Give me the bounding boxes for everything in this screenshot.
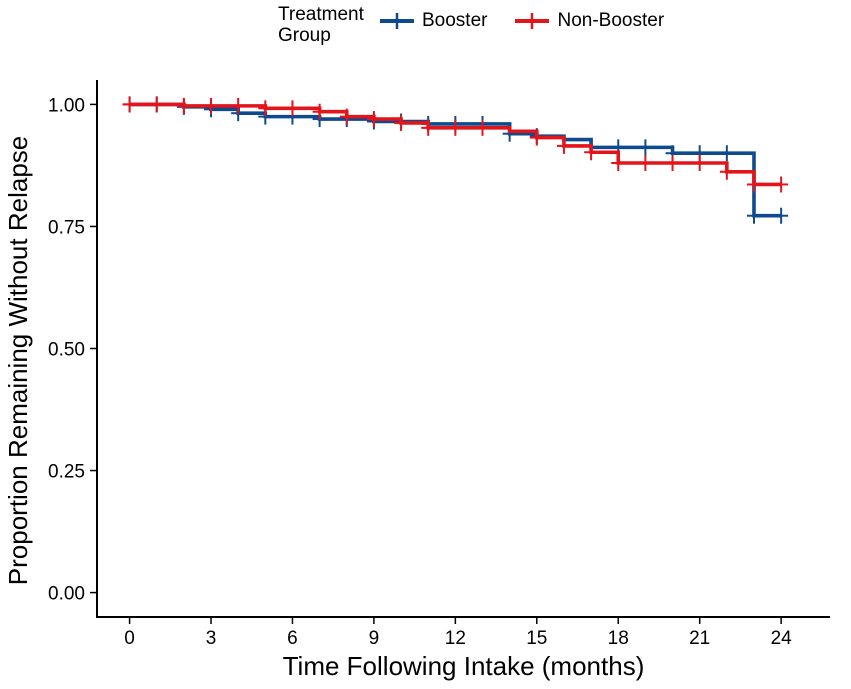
y-tick-label: 0.75 — [48, 217, 85, 238]
legend-title-line2: Group — [278, 25, 331, 46]
x-tick-label: 18 — [608, 628, 629, 649]
y-tick-label: 0.00 — [48, 584, 85, 605]
legend-item-booster: Booster — [378, 9, 487, 33]
x-tick-label: 12 — [445, 628, 466, 649]
x-tick-label: 15 — [526, 628, 547, 649]
legend-title: Treatment Group — [278, 4, 378, 46]
y-axis-title: Proportion Remaining Without Relapse — [3, 136, 33, 585]
x-axis-title: Time Following Intake (months) — [283, 651, 645, 681]
legend-label-non-booster: Non-Booster — [557, 10, 665, 31]
x-tick-label: 0 — [124, 628, 135, 649]
axes — [96, 80, 830, 618]
series-line-non-booster — [129, 102, 782, 187]
legend-title-line1: Treatment — [278, 4, 364, 25]
legend-item-non-booster: Non-Booster — [513, 9, 664, 33]
x-tick-label: 9 — [369, 628, 380, 649]
legend-label-booster: Booster — [422, 10, 488, 31]
x-tick-label: 24 — [771, 628, 793, 649]
y-tick-label: 1.00 — [48, 95, 85, 116]
legend: Treatment Group Booster Non-Booster — [278, 4, 690, 46]
x-tick-label: 3 — [206, 628, 217, 649]
x-tick-label: 6 — [287, 628, 298, 649]
tick-group: 0 3 6 9 12 15 18 21 24 0.00 0.25 0.50 0.75 1.00 — [48, 95, 792, 649]
x-tick-label: 21 — [689, 628, 710, 649]
y-tick-label: 0.25 — [48, 462, 85, 483]
series-layer — [122, 96, 789, 224]
series-non-booster — [122, 96, 789, 193]
legend-key-non-booster — [515, 13, 550, 29]
y-tick-label: 0.50 — [48, 340, 85, 361]
series-booster — [122, 96, 789, 224]
legend-key-booster — [380, 13, 414, 29]
